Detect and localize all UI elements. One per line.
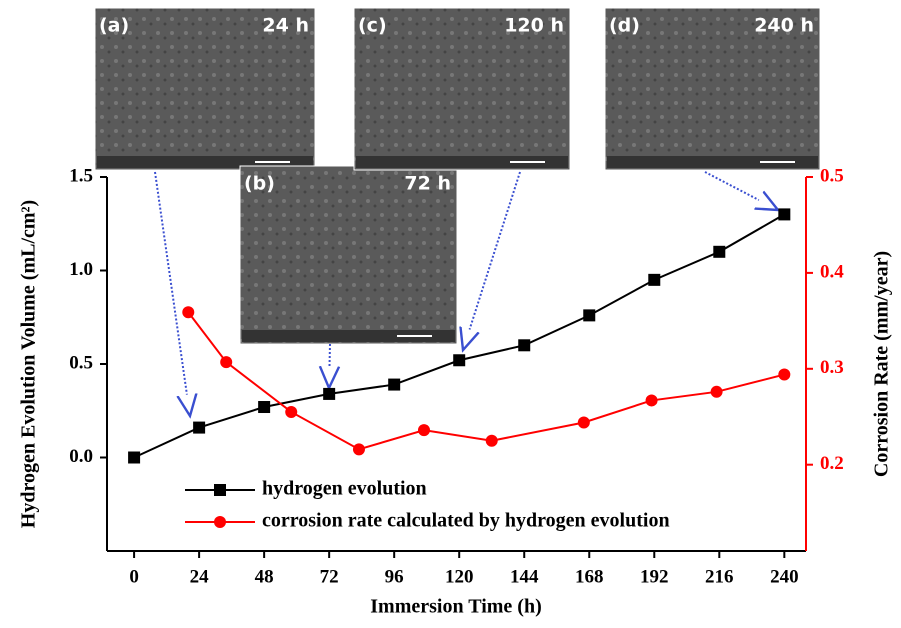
inset-label: (a): [99, 15, 129, 37]
point: [453, 354, 465, 366]
point: [778, 208, 790, 220]
x-tick-label: 192: [640, 566, 669, 587]
point: [128, 452, 140, 464]
x-tick-label: 24: [190, 566, 210, 587]
y-tick-label: 0.0: [69, 446, 93, 467]
point: [388, 379, 400, 391]
point: [646, 394, 658, 406]
point: [285, 406, 297, 418]
legend: hydrogen evolution corrosion rate calcula…: [185, 478, 670, 532]
x-tick-label: 72: [320, 566, 339, 587]
inset-time: 24 h: [262, 15, 309, 37]
inset-time: 240 h: [754, 15, 814, 37]
legend-marker: [214, 484, 226, 496]
y-tick-label: 1.5: [69, 165, 93, 186]
x-tick-label: 0: [129, 566, 139, 587]
point: [578, 416, 590, 428]
chart: Immersion Time (h) Hydrogen Evolution Vo…: [0, 0, 901, 628]
y2-axis-title: Corrosion Rate (mm/year): [871, 251, 893, 477]
arrow: [705, 172, 778, 210]
y-axis-title: Hydrogen Evolution Volume (mL/cm²): [18, 200, 40, 528]
point: [418, 424, 430, 436]
x-tick-label: 48: [255, 566, 274, 587]
legend-marker: [214, 516, 226, 528]
inset-label: (b): [244, 173, 275, 195]
point: [711, 386, 723, 398]
point: [486, 435, 498, 447]
arrow: [155, 172, 190, 416]
x-tick-label: 168: [575, 566, 604, 587]
series-line: [134, 214, 784, 457]
legend-label: corrosion rate calculated by hydrogen ev…: [262, 510, 670, 532]
point: [778, 369, 790, 381]
inset-time: 72 h: [404, 173, 451, 195]
y-tick-label: 0.5: [69, 352, 93, 373]
x-tick-label: 96: [385, 566, 404, 587]
point: [323, 388, 335, 400]
y-tick-label: 1.0: [69, 259, 93, 280]
legend-label: hydrogen evolution: [262, 478, 427, 500]
insets: (a) 24 h (b) 72 h (c) 120 h (d) 240 h: [95, 8, 820, 344]
point: [258, 401, 270, 413]
point: [182, 306, 194, 318]
x-tick-label: 120: [445, 566, 474, 587]
point: [193, 422, 205, 434]
arrow: [463, 172, 520, 350]
inset-label: (d): [609, 15, 640, 37]
point: [713, 246, 725, 258]
y2-tick-label: 0.5: [820, 165, 844, 186]
y2-tick-label: 0.4: [820, 261, 844, 282]
point: [518, 339, 530, 351]
arrow: [329, 344, 330, 388]
y2-tick-label: 0.2: [820, 453, 844, 474]
x-axis-title: Immersion Time (h): [370, 596, 541, 618]
point: [648, 274, 660, 286]
x-tick-label: 144: [510, 566, 539, 587]
inset-time: 120 h: [504, 15, 564, 37]
point: [353, 443, 365, 455]
point: [220, 356, 232, 368]
inset-label: (c): [358, 15, 387, 37]
y2-tick-label: 0.3: [820, 357, 844, 378]
point: [583, 309, 595, 321]
x-tick-label: 240: [770, 566, 799, 587]
x-tick-label: 216: [705, 566, 734, 587]
